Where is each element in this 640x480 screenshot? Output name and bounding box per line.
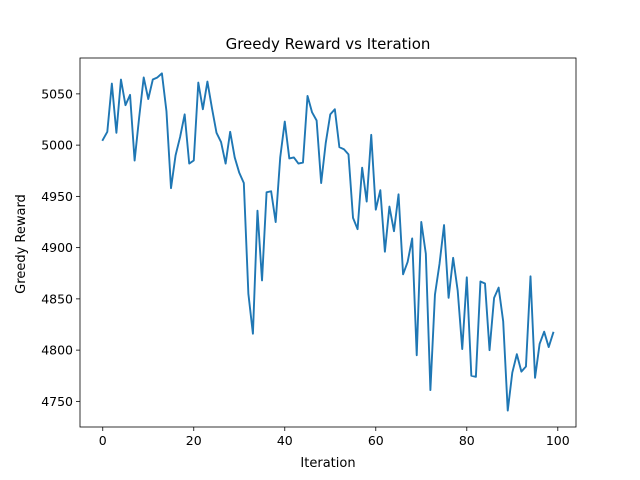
- plot-area: 0 20 40 60 80 100 4750 4800 4850 4900 4950 5000 5050: [41, 57, 577, 448]
- x-tick-label: 80: [459, 433, 475, 448]
- axes-frame: [79, 57, 577, 428]
- y-tick-label: 4900: [41, 240, 73, 255]
- y-tick-label: 4750: [41, 394, 73, 409]
- y-tick-label: 5000: [41, 138, 73, 153]
- y-tick-label: 5050: [41, 86, 73, 101]
- y-tick-label: 4800: [41, 343, 73, 358]
- x-tick-label: 60: [368, 433, 384, 448]
- x-tick-label: 0: [99, 433, 107, 448]
- x-tick-label: 40: [277, 433, 293, 448]
- x-tick-label: 20: [186, 433, 202, 448]
- y-axis-label: Greedy Reward: [14, 194, 29, 294]
- chart-title: Greedy Reward vs Iteration: [226, 35, 431, 53]
- y-tick-label: 4850: [41, 291, 73, 306]
- x-axis-label: Iteration: [300, 456, 355, 471]
- series-line: [101, 72, 555, 412]
- x-tick-label: 100: [546, 433, 570, 448]
- y-tick-label: 4950: [41, 189, 73, 204]
